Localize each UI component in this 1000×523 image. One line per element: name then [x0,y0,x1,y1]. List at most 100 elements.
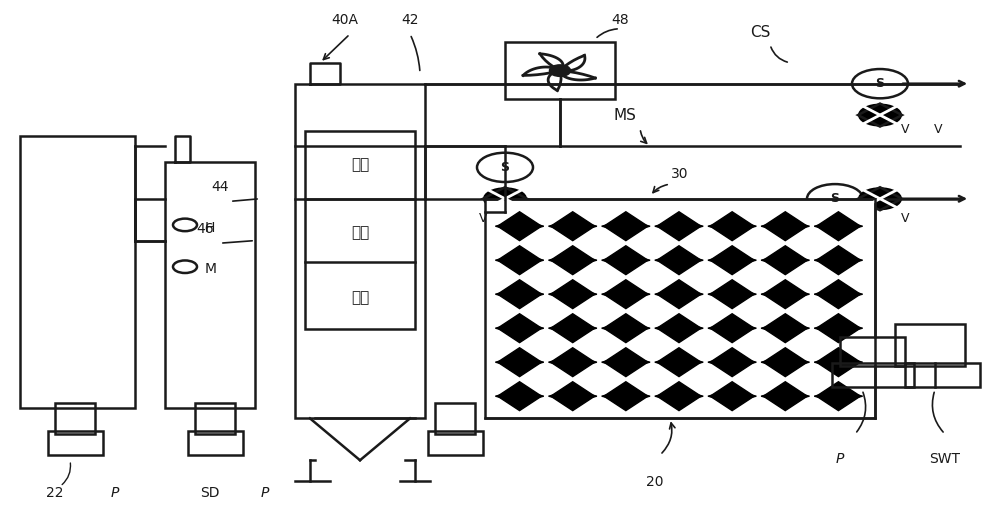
Bar [895,324,965,366]
Circle shape [483,187,527,210]
Polygon shape [739,290,756,299]
Polygon shape [686,358,703,367]
Polygon shape [602,358,619,367]
Polygon shape [816,314,860,343]
Polygon shape [816,246,860,275]
Bar [295,84,425,418]
Polygon shape [604,382,648,411]
Polygon shape [551,382,595,411]
Polygon shape [655,358,672,367]
Polygon shape [632,358,650,367]
Polygon shape [814,256,832,265]
Polygon shape [792,324,809,333]
Polygon shape [551,280,595,309]
Polygon shape [551,246,595,275]
Polygon shape [761,392,779,401]
Polygon shape [579,324,597,333]
Polygon shape [739,222,756,231]
Polygon shape [655,256,672,265]
Polygon shape [551,212,595,241]
Text: S: S [501,161,510,174]
Bar [188,431,243,455]
Polygon shape [579,290,597,299]
Polygon shape [814,290,832,299]
Bar [55,403,95,434]
Polygon shape [763,246,807,275]
Polygon shape [739,256,756,265]
Polygon shape [579,222,597,231]
Polygon shape [495,256,513,265]
Polygon shape [763,348,807,377]
Text: SWT: SWT [930,452,960,466]
Polygon shape [579,358,597,367]
Polygon shape [526,256,544,265]
Polygon shape [814,324,832,333]
Polygon shape [526,358,544,367]
Polygon shape [526,324,544,333]
Polygon shape [816,280,860,309]
Polygon shape [816,212,860,241]
Polygon shape [761,358,779,367]
Polygon shape [602,392,619,401]
Polygon shape [686,290,703,299]
Text: 水位: 水位 [351,291,369,305]
Polygon shape [763,280,807,309]
Polygon shape [549,392,566,401]
Text: CS: CS [750,25,770,40]
Bar [428,431,483,455]
Circle shape [477,153,533,182]
Polygon shape [814,222,832,231]
Polygon shape [814,392,832,401]
Polygon shape [495,290,513,299]
Polygon shape [526,222,544,231]
Text: P: P [111,486,119,500]
Polygon shape [845,222,863,231]
Text: SD: SD [200,486,220,500]
Circle shape [173,219,197,231]
Polygon shape [602,222,619,231]
Polygon shape [526,290,544,299]
Text: 48: 48 [611,13,629,27]
Text: 22: 22 [46,486,64,500]
Polygon shape [657,212,701,241]
Bar [165,162,255,408]
Text: 盐度: 盐度 [351,157,369,172]
Text: MS: MS [614,108,636,123]
Polygon shape [739,324,756,333]
Circle shape [858,187,902,210]
Text: H: H [205,221,215,234]
Polygon shape [657,382,701,411]
Polygon shape [739,358,756,367]
Text: P: P [261,486,269,500]
Polygon shape [708,392,726,401]
Text: 20: 20 [646,475,664,490]
Polygon shape [686,222,703,231]
Polygon shape [602,256,619,265]
Polygon shape [708,290,726,299]
Polygon shape [763,314,807,343]
Polygon shape [845,256,863,265]
Polygon shape [495,358,513,367]
Polygon shape [845,324,863,333]
Polygon shape [604,348,648,377]
Polygon shape [708,222,726,231]
Polygon shape [579,256,597,265]
Polygon shape [632,290,650,299]
Polygon shape [495,392,513,401]
Polygon shape [549,256,566,265]
Polygon shape [792,290,809,299]
Polygon shape [814,358,832,367]
Polygon shape [657,280,701,309]
Polygon shape [710,212,754,241]
Polygon shape [792,392,809,401]
Polygon shape [655,392,672,401]
Polygon shape [761,256,779,265]
Polygon shape [845,392,863,401]
Polygon shape [657,314,701,343]
Polygon shape [551,348,595,377]
Bar [485,199,875,418]
Polygon shape [604,212,648,241]
Text: M: M [205,263,217,276]
Polygon shape [761,222,779,231]
Bar [435,403,475,434]
